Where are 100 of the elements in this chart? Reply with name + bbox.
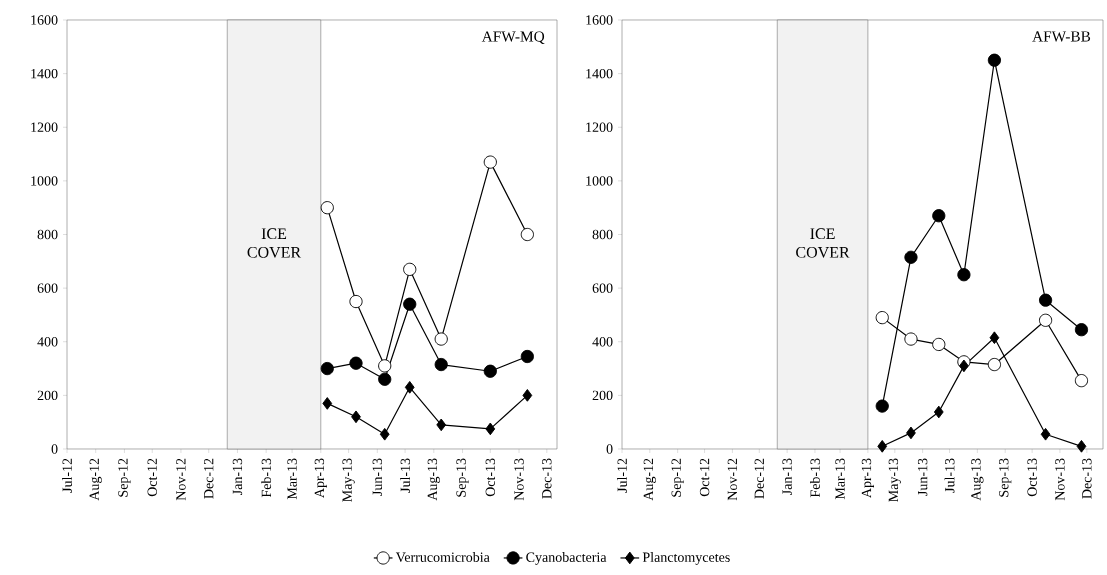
x-tick-label: Mar-13 [287,458,297,500]
y-tick-label: 1600 [586,15,613,25]
point [483,155,497,169]
y-tick-label: 800 [37,229,58,240]
band-label: ICE COVER [796,228,850,258]
point [875,311,889,325]
y-tick-label: 1600 [31,15,58,25]
y-tick-label: 1000 [31,176,58,186]
point [351,410,361,424]
point [904,250,918,264]
point [1038,313,1053,327]
x-tick-label: Aug-12 [89,458,102,501]
x-tick-label: Apr-13 [314,458,327,498]
x-tick-label: Feb-13 [810,458,820,498]
x-tick-label: Nov-13 [1055,458,1065,501]
point [932,209,946,223]
legend-label: Planctomycetes [642,552,730,565]
x-tick-label: Nov-12 [727,458,738,501]
point [959,359,969,373]
y-tick-label: 200 [592,390,613,401]
y-tick-label: 800 [592,229,613,240]
point [906,426,916,440]
point [957,268,971,282]
y-tick-label: 600 [592,283,613,293]
point [875,399,889,413]
point [320,201,334,215]
legend-label: Verrucomicrobia [395,552,490,562]
x-tick-label: Dec-12 [204,458,214,499]
x-tick-label: Dec-13 [1082,458,1092,499]
x-tick-label: Jul-12 [617,458,627,493]
x-tick-label: Oct-13 [1027,458,1037,497]
x-tick-label: Jul-13 [944,458,955,493]
point [322,397,333,410]
point [877,439,888,453]
y-tick-label: 1200 [31,122,58,132]
x-tick-label: Oct-13 [485,458,496,497]
y-tick-label: 1400 [586,68,613,79]
point [349,294,363,309]
point [320,361,334,376]
x-tick-label: Sep-12 [671,458,684,497]
y-tick-label: 0 [606,444,613,454]
point [1038,293,1053,307]
x-tick-label: Mar-13 [835,458,845,500]
x-tick-label: Jul-13 [400,458,411,493]
x-tick-label: May-13 [342,458,355,502]
point [520,227,534,242]
point [987,53,1002,67]
point [904,332,918,346]
y-tick-label: 1400 [31,68,58,79]
y-tick-label: 600 [37,283,58,293]
point [1074,374,1089,388]
x-tick-label: Nov-12 [176,458,186,501]
point [485,422,496,436]
point [987,357,1002,372]
point [1040,427,1051,441]
point [933,405,944,419]
text: AFW-MQ [481,31,545,45]
x-tick-label: Sep-12 [118,458,131,497]
x-tick-label: Apr-13 [861,458,875,498]
x-tick-label: Aug-12 [643,458,656,501]
x-tick-label: Jun-13 [917,458,928,496]
point [1076,439,1087,453]
x-tick-label: Jan-13 [782,458,792,495]
x-tick-label: Oct-12 [699,458,710,497]
point [483,364,497,378]
x-tick-label: Jan-13 [232,458,243,495]
legend-label: Cyanobacteria [526,552,607,565]
point [349,356,363,370]
y-tick-label: 400 [592,337,613,347]
y-tick-label: 1000 [586,176,613,186]
x-tick-label: Aug-13 [971,458,984,501]
y-tick-label: 0 [51,444,58,454]
x-tick-label: Sep-13 [456,458,469,497]
point [1074,323,1089,337]
point [434,357,448,372]
x-tick-label: Feb-13 [261,458,272,498]
x-tick-label: Jun-13 [372,458,383,496]
x-tick-label: Oct-12 [147,458,157,497]
point [522,389,533,402]
point [434,332,448,346]
text: AFW-BB [1032,31,1091,42]
y-tick-label: 1200 [586,122,613,132]
point [378,372,392,386]
x-tick-label: Jul-12 [62,458,72,493]
x-tick-label: May-13 [888,458,901,502]
band-label: ICE COVER [247,228,302,258]
x-tick-label: Dec-13 [542,458,552,499]
point [436,418,447,432]
x-tick-label: Dec-12 [754,458,765,499]
y-tick-label: 200 [37,390,58,401]
x-tick-label: Sep-13 [999,458,1012,497]
point [403,262,417,276]
point [403,297,417,311]
point [932,337,946,352]
point [378,359,392,373]
point [520,349,534,364]
point [404,381,415,394]
y-tick-label: 400 [37,337,58,347]
point [989,331,1000,345]
point [379,427,390,441]
